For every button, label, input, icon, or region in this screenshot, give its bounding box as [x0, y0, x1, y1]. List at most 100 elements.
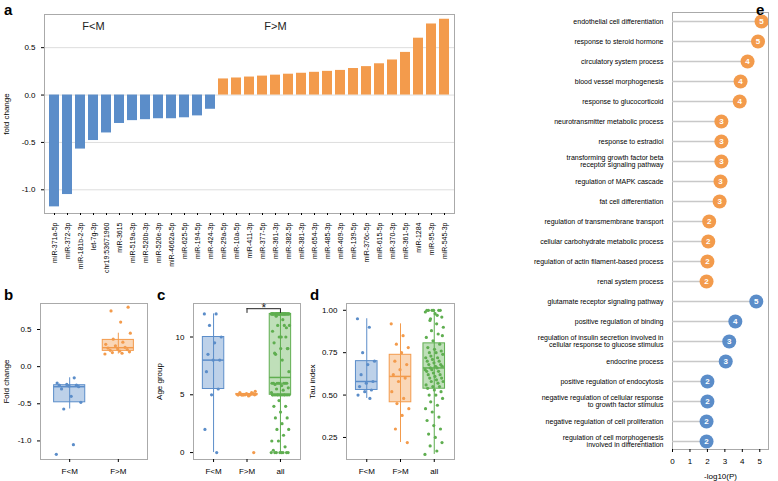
svg-text:regulation of cell morphogenes: regulation of cell morphogenesisinvolved… [563, 434, 664, 448]
svg-text:regulation of actin filament-b: regulation of actin filament-based proce… [534, 258, 664, 266]
svg-text:2: 2 [704, 437, 709, 446]
svg-text:miR-382-5p: miR-382-5p [285, 222, 293, 259]
svg-text:F>M: F>M [110, 467, 127, 476]
svg-text:0.0: 0.0 [20, 362, 32, 371]
svg-text:positive regulation of binding: positive regulation of binding [575, 318, 664, 326]
svg-text:-1.0: -1.0 [18, 436, 32, 445]
svg-text:-0.5: -0.5 [18, 399, 32, 408]
svg-text:0.0: 0.0 [24, 91, 36, 100]
svg-text:4: 4 [745, 57, 750, 66]
svg-text:positive regulation of endocyt: positive regulation of endocytosis [560, 378, 664, 386]
svg-text:Fold change: Fold change [2, 359, 11, 404]
svg-text:miR-625-5p: miR-625-5p [181, 222, 189, 259]
svg-text:all: all [276, 467, 284, 476]
svg-text:miR-377-5p: miR-377-5p [259, 222, 267, 259]
svg-text:let-7g-3p: let-7g-3p [90, 222, 98, 250]
svg-text:4: 4 [733, 317, 738, 326]
svg-text:5: 5 [758, 457, 763, 466]
svg-text:all: all [430, 467, 438, 476]
svg-text:F<M: F<M [82, 20, 104, 32]
svg-text:miR-3615: miR-3615 [116, 222, 123, 252]
svg-text:2: 2 [706, 237, 711, 246]
svg-text:miR-409-3p: miR-409-3p [337, 222, 345, 259]
svg-text:3: 3 [719, 137, 724, 146]
svg-text:F>M: F>M [264, 20, 286, 32]
svg-text:Age group: Age group [155, 362, 164, 399]
svg-text:0.5: 0.5 [24, 43, 36, 52]
svg-text:chr19:53671960: chr19:53671960 [103, 222, 110, 273]
svg-text:miR-381-3p: miR-381-3p [298, 222, 306, 259]
svg-text:miR-485-3p: miR-485-3p [324, 222, 332, 259]
svg-text:3: 3 [723, 457, 728, 466]
svg-text:2: 2 [705, 377, 710, 386]
svg-text:regulation of transmembrane tr: regulation of transmembrane transport [544, 218, 663, 226]
svg-text:5: 5 [754, 297, 759, 306]
svg-text:miR-520e-3p: miR-520e-3p [155, 222, 163, 263]
svg-text:0.50: 0.50 [322, 391, 338, 400]
svg-text:miR-1284: miR-1284 [415, 222, 422, 252]
svg-text:response to steroid hormone: response to steroid hormone [574, 38, 663, 46]
svg-text:3: 3 [718, 177, 723, 186]
svg-text:2: 2 [704, 417, 709, 426]
svg-text:renal system process: renal system process [597, 278, 664, 286]
svg-text:1: 1 [688, 457, 693, 466]
svg-text:F>M: F>M [239, 467, 256, 476]
svg-text:3: 3 [719, 157, 724, 166]
svg-text:F>M: F>M [392, 467, 409, 476]
svg-text:miR-545-3p: miR-545-3p [441, 222, 449, 259]
svg-text:miR-654-3p: miR-654-3p [311, 222, 319, 259]
svg-text:miR-194-5p: miR-194-5p [194, 222, 202, 259]
svg-text:F<M: F<M [62, 467, 79, 476]
svg-text:miR-95-3p: miR-95-3p [428, 222, 436, 255]
svg-text:miR-10a-5p: miR-10a-5p [233, 222, 241, 259]
svg-text:-log10(P): -log10(P) [704, 472, 737, 481]
svg-text:cellular carbohydrate metaboli: cellular carbohydrate metabolic process [540, 238, 664, 246]
svg-text:miR-4662a-5p: miR-4662a-5p [168, 222, 176, 266]
svg-text:5: 5 [180, 390, 185, 399]
svg-text:negative regulation of cellula: negative regulation of cellular response… [542, 394, 664, 409]
svg-text:miR-615-5p: miR-615-5p [376, 222, 384, 259]
svg-text:0.5: 0.5 [20, 325, 32, 334]
svg-text:10: 10 [176, 333, 185, 342]
svg-text:neurotransmitter metabolic pro: neurotransmitter metabolic process [554, 118, 664, 126]
svg-text:4: 4 [738, 77, 743, 86]
svg-text:2: 2 [705, 397, 710, 406]
svg-text:0: 0 [670, 457, 675, 466]
svg-text:miR-376c-5p: miR-376c-5p [363, 222, 371, 262]
svg-text:miR-520b-3p: miR-520b-3p [142, 222, 150, 263]
svg-text:miR-519a-3p: miR-519a-3p [129, 222, 137, 263]
svg-text:response to estradiol: response to estradiol [599, 138, 664, 146]
svg-text:0.75: 0.75 [322, 348, 338, 357]
svg-text:endothelial cell differentiati: endothelial cell differentiation [573, 18, 663, 25]
svg-text:*: * [261, 301, 266, 315]
svg-text:circulatory system process: circulatory system process [581, 58, 664, 66]
svg-text:-1.0: -1.0 [22, 185, 36, 194]
svg-text:fold change: fold change [2, 93, 11, 135]
svg-text:miR-424-3p: miR-424-3p [207, 222, 215, 259]
svg-text:response to glucocorticoid: response to glucocorticoid [582, 98, 663, 106]
svg-text:F<M: F<M [359, 467, 376, 476]
svg-text:miR-361-3p: miR-361-3p [272, 222, 280, 259]
svg-text:3: 3 [724, 357, 729, 366]
svg-text:miR-411-3p: miR-411-3p [246, 222, 254, 258]
svg-text:miR-29a-5p: miR-29a-5p [220, 222, 228, 259]
svg-text:regulation of insulin secretio: regulation of insulin secretion involved… [538, 334, 664, 349]
svg-text:miR-181b-2-3p: miR-181b-2-3p [77, 222, 85, 269]
svg-text:0.25: 0.25 [322, 433, 338, 442]
svg-text:4: 4 [737, 97, 742, 106]
svg-text:-0.5: -0.5 [22, 138, 36, 147]
svg-text:miR-370-3p: miR-370-3p [389, 222, 397, 259]
svg-text:transforming growth factor bet: transforming growth factor betareceptor … [567, 154, 664, 169]
svg-text:blood vessel morphogenesis: blood vessel morphogenesis [575, 78, 664, 86]
svg-text:2: 2 [705, 257, 710, 266]
svg-text:3: 3 [727, 337, 732, 346]
svg-text:regulation of MAPK cascade: regulation of MAPK cascade [575, 178, 663, 186]
svg-text:2: 2 [704, 277, 709, 286]
svg-text:endocrine process: endocrine process [606, 358, 664, 366]
svg-text:F<M: F<M [205, 467, 222, 476]
svg-text:5: 5 [759, 17, 764, 26]
svg-text:Tau index: Tau index [308, 364, 317, 398]
svg-text:1.00: 1.00 [322, 306, 338, 315]
svg-text:2: 2 [705, 457, 710, 466]
svg-text:glutamate receptor signaling p: glutamate receptor signaling pathway [548, 298, 664, 306]
